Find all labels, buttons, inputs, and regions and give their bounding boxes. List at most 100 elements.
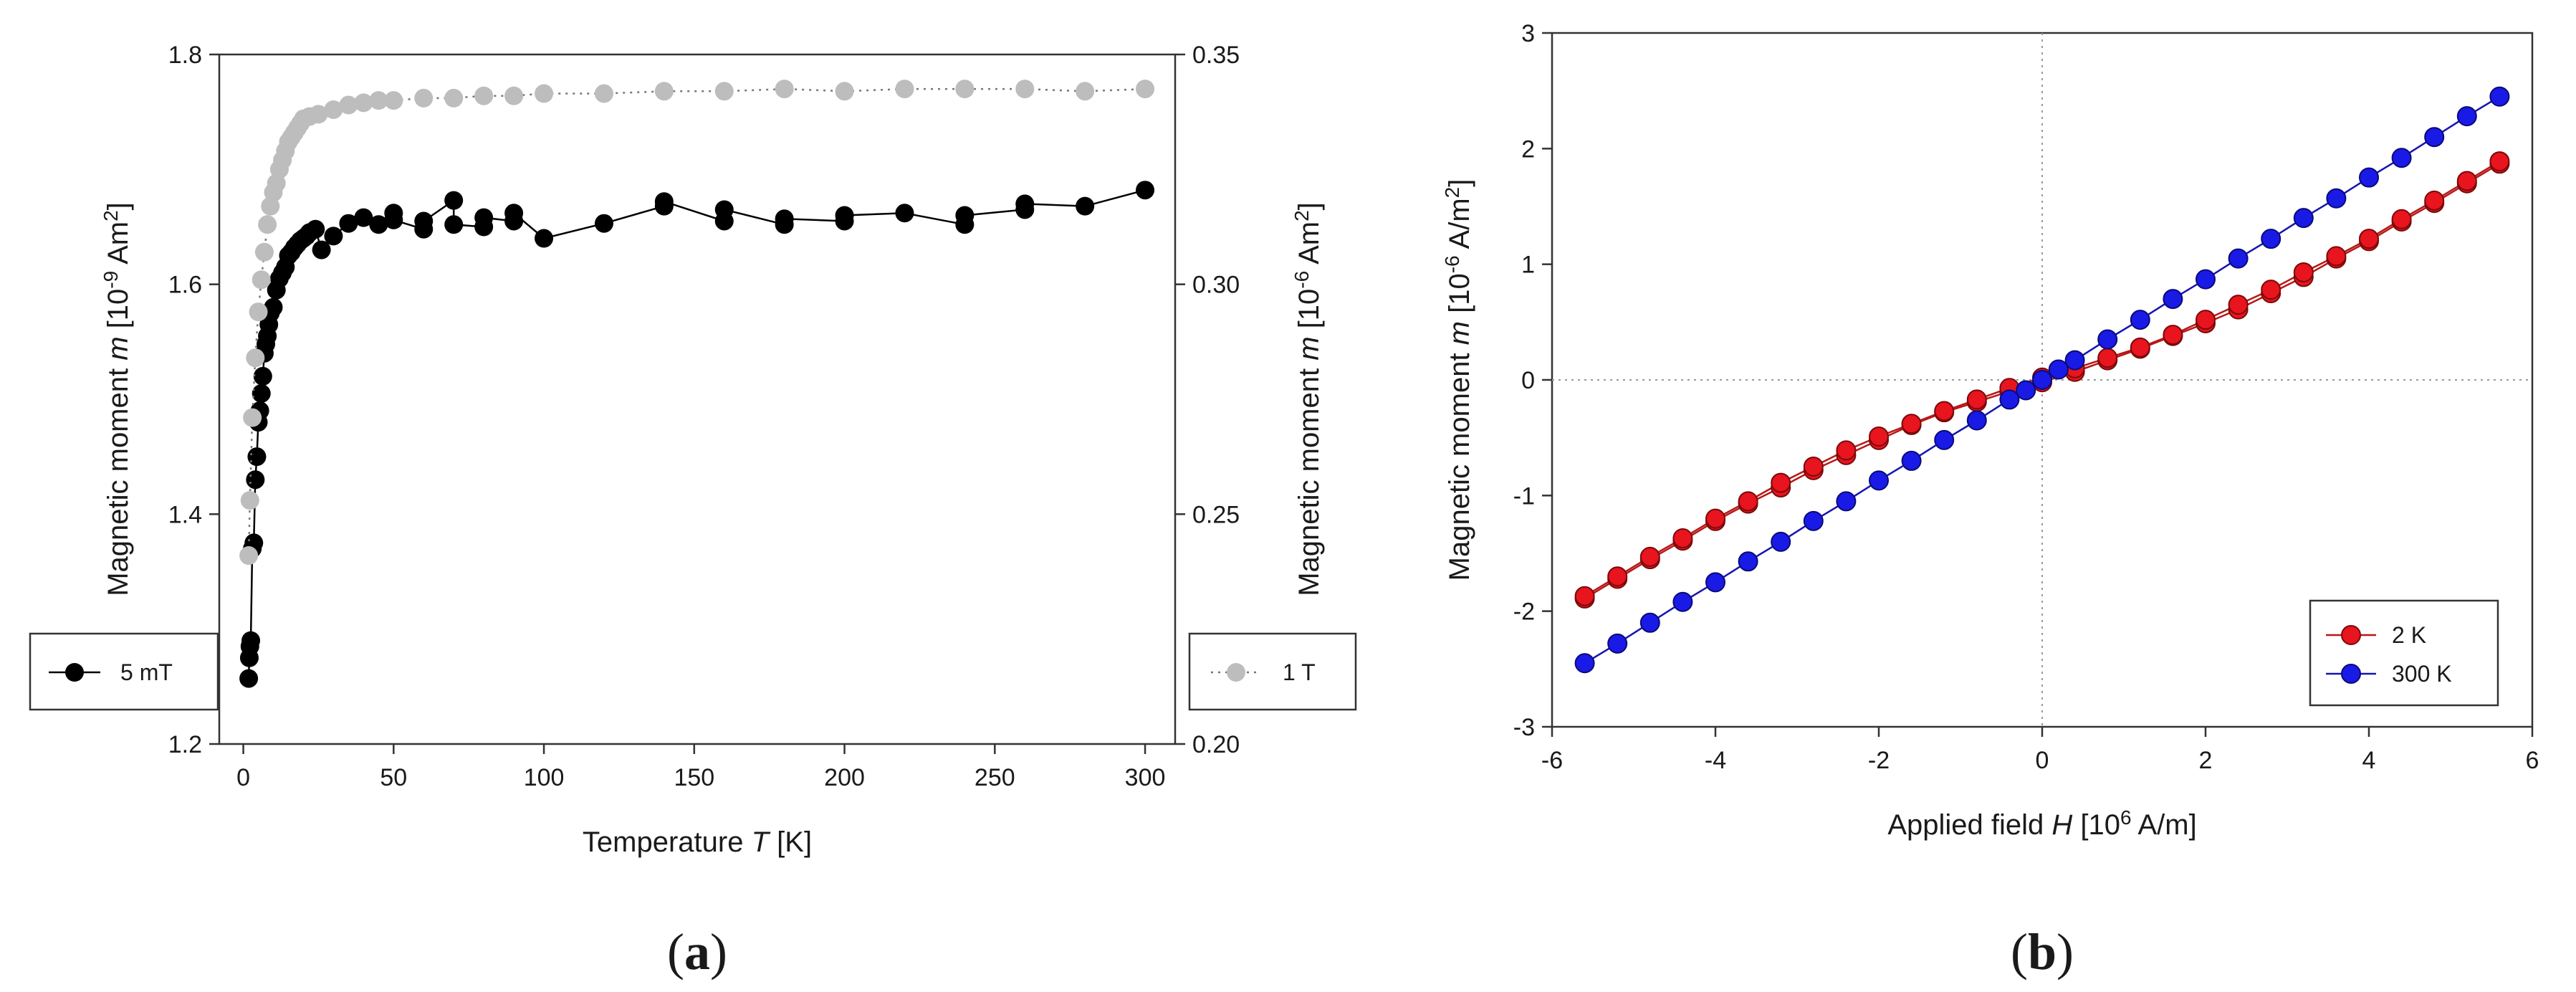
series-2K-point <box>1574 586 1595 606</box>
series-1T-point <box>252 270 271 290</box>
series-5mT-point <box>241 631 261 650</box>
panel-a-x-tick-label: 200 <box>824 764 865 791</box>
series-2K-point <box>2163 325 2183 345</box>
series-5mT-point <box>264 297 283 317</box>
panel-a-x-tick-label: 150 <box>674 764 714 791</box>
series-2K-point <box>1607 566 1628 587</box>
series-2K-point <box>1639 546 1660 567</box>
series-2K-point <box>2196 310 2216 330</box>
series-300K-point <box>2228 248 2249 269</box>
series-5mT-point <box>246 470 265 490</box>
series-300K-point <box>2016 380 2036 401</box>
series-5mT-point <box>474 208 494 227</box>
series-1T-point <box>240 491 259 510</box>
panel-b-y-tick-label: -1 <box>1513 482 1535 510</box>
series-5mT-point <box>775 209 794 229</box>
panel-a-x-tick-label: 0 <box>236 764 250 791</box>
series-2K-point <box>1836 440 1857 461</box>
series-5mT-point <box>239 669 259 688</box>
panel-a-y-right-tick-label: 0.25 <box>1192 501 1240 528</box>
series-300K-point <box>1607 633 1628 654</box>
series-300K-point <box>1771 531 1791 552</box>
series-2K-point <box>1803 457 1824 477</box>
panel-a-y-axis-label-right: Magnetic moment m [10-6 Am2] <box>1291 202 1325 596</box>
series-2K-point <box>2261 280 2281 300</box>
legend-300K-label: 300 K <box>2392 661 2452 687</box>
panel-b-x-tick-label: -6 <box>1541 747 1563 774</box>
panel-a-y-right-tick-label: 0.20 <box>1192 731 1240 758</box>
series-1T-point <box>249 302 268 322</box>
series-2K-point <box>2424 190 2445 211</box>
panel-b-y-tick-label: -2 <box>1513 598 1535 626</box>
series-300K-point <box>2097 329 2118 350</box>
series-300K-point <box>1901 450 1922 471</box>
series-1T-point <box>384 91 403 110</box>
panel-a-y-left-tick-label: 1.8 <box>168 42 202 69</box>
series-1T-point <box>594 84 613 103</box>
series-5mT-point <box>312 240 331 259</box>
series-2K-point <box>2326 246 2347 267</box>
series-2K-point <box>2228 295 2249 315</box>
series-5mT-point <box>504 204 524 223</box>
series-5mT-point <box>252 383 271 403</box>
series-1T-point <box>339 95 358 115</box>
series-300K-point <box>2293 208 2314 229</box>
legend-2K-marker <box>2341 625 2361 645</box>
panel-b-x-tick-label: -4 <box>1705 747 1726 774</box>
legend-5mT-marker <box>65 663 84 682</box>
series-1T-point <box>835 82 854 101</box>
panel-b-y-tick-label: 2 <box>1521 135 1535 163</box>
series-2K-point <box>1901 414 1922 434</box>
panel-a-y-axis-label-left: Magnetic moment m [10-9 Am2] <box>100 202 134 596</box>
series-5mT-point <box>247 447 267 467</box>
series-5mT-point <box>714 200 734 219</box>
series-300K-point <box>1934 429 1955 450</box>
series-2K-point <box>1738 491 1758 512</box>
series-5mT-point <box>654 192 674 211</box>
series-5mT-point <box>594 214 613 233</box>
series-2K-point <box>2130 337 2150 358</box>
series-300K-point <box>2489 86 2510 107</box>
series-1T-point <box>654 82 674 101</box>
panel-b-legend: 2 K 300 K <box>2309 599 2499 707</box>
series-1T-point <box>354 93 373 113</box>
panel-b-x-axis-label: Applied field H [106 A/m] <box>1887 806 2196 841</box>
series-5mT-point <box>835 206 854 225</box>
series-300K-point <box>2196 269 2216 290</box>
panel-b-y-tick-label: -3 <box>1513 714 1535 741</box>
series-1T-point <box>239 546 259 566</box>
series-1T-point <box>444 88 464 108</box>
series-1T-point <box>895 80 914 99</box>
series-1T-point <box>955 80 975 99</box>
panel-a-x-tick-label: 300 <box>1125 764 1166 791</box>
panel-a-x-tick-label: 100 <box>524 764 565 791</box>
panel-b-y-tick-label: 0 <box>1521 367 1535 394</box>
series-300K-point <box>2456 106 2477 127</box>
panel-b-y-tick-label: 3 <box>1521 20 1535 47</box>
series-2K-point <box>1705 508 1725 529</box>
panel-b-y-axis-label: Magnetic moment m [10-6 A/m2] <box>1441 179 1475 581</box>
panel-a-y-right-tick-label: 0.30 <box>1192 272 1240 299</box>
series-300K-point <box>1574 653 1595 674</box>
panel-a-x-tick-label: 50 <box>380 764 407 791</box>
series-5mT-point <box>324 226 343 246</box>
series-5mT-point <box>414 211 434 231</box>
panel-a-x-axis-label: Temperature T [K] <box>583 826 812 858</box>
panel-a-legend-5mT: 5 mT <box>29 632 219 711</box>
series-5mT-point <box>444 191 464 210</box>
series-5mT-point <box>955 206 975 225</box>
panel-a-label: (a) <box>667 923 727 981</box>
series-1T-point <box>1076 82 1095 101</box>
series-300K-point <box>1738 551 1758 572</box>
panel-b-x-tick-label: 0 <box>2036 747 2049 774</box>
series-5mT-point <box>1076 196 1095 216</box>
series-1T-point <box>369 91 388 110</box>
series-5mT-point <box>1136 181 1155 200</box>
series-2K-point <box>1869 426 1889 447</box>
series-300K-point <box>2032 370 2052 390</box>
series-300K-point <box>1999 389 2020 410</box>
series-300K-point <box>1639 612 1660 633</box>
series-5mT-point <box>354 208 373 227</box>
panel-a-legend-1T: 1 T <box>1188 632 1357 711</box>
